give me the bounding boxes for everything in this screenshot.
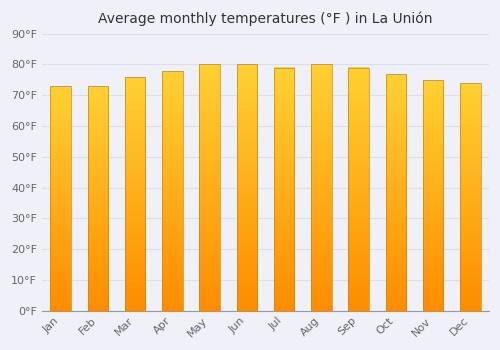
Title: Average monthly temperatures (°F ) in La Unión: Average monthly temperatures (°F ) in La… — [98, 11, 432, 26]
Bar — [88, 86, 108, 310]
Bar — [423, 80, 444, 310]
Bar — [162, 71, 182, 310]
Bar — [274, 68, 294, 310]
Bar — [50, 86, 71, 310]
Bar — [311, 64, 332, 310]
Bar — [386, 74, 406, 310]
Bar — [236, 64, 257, 310]
Bar — [125, 77, 146, 310]
Bar — [200, 64, 220, 310]
Bar — [348, 68, 369, 310]
Bar — [460, 83, 480, 310]
